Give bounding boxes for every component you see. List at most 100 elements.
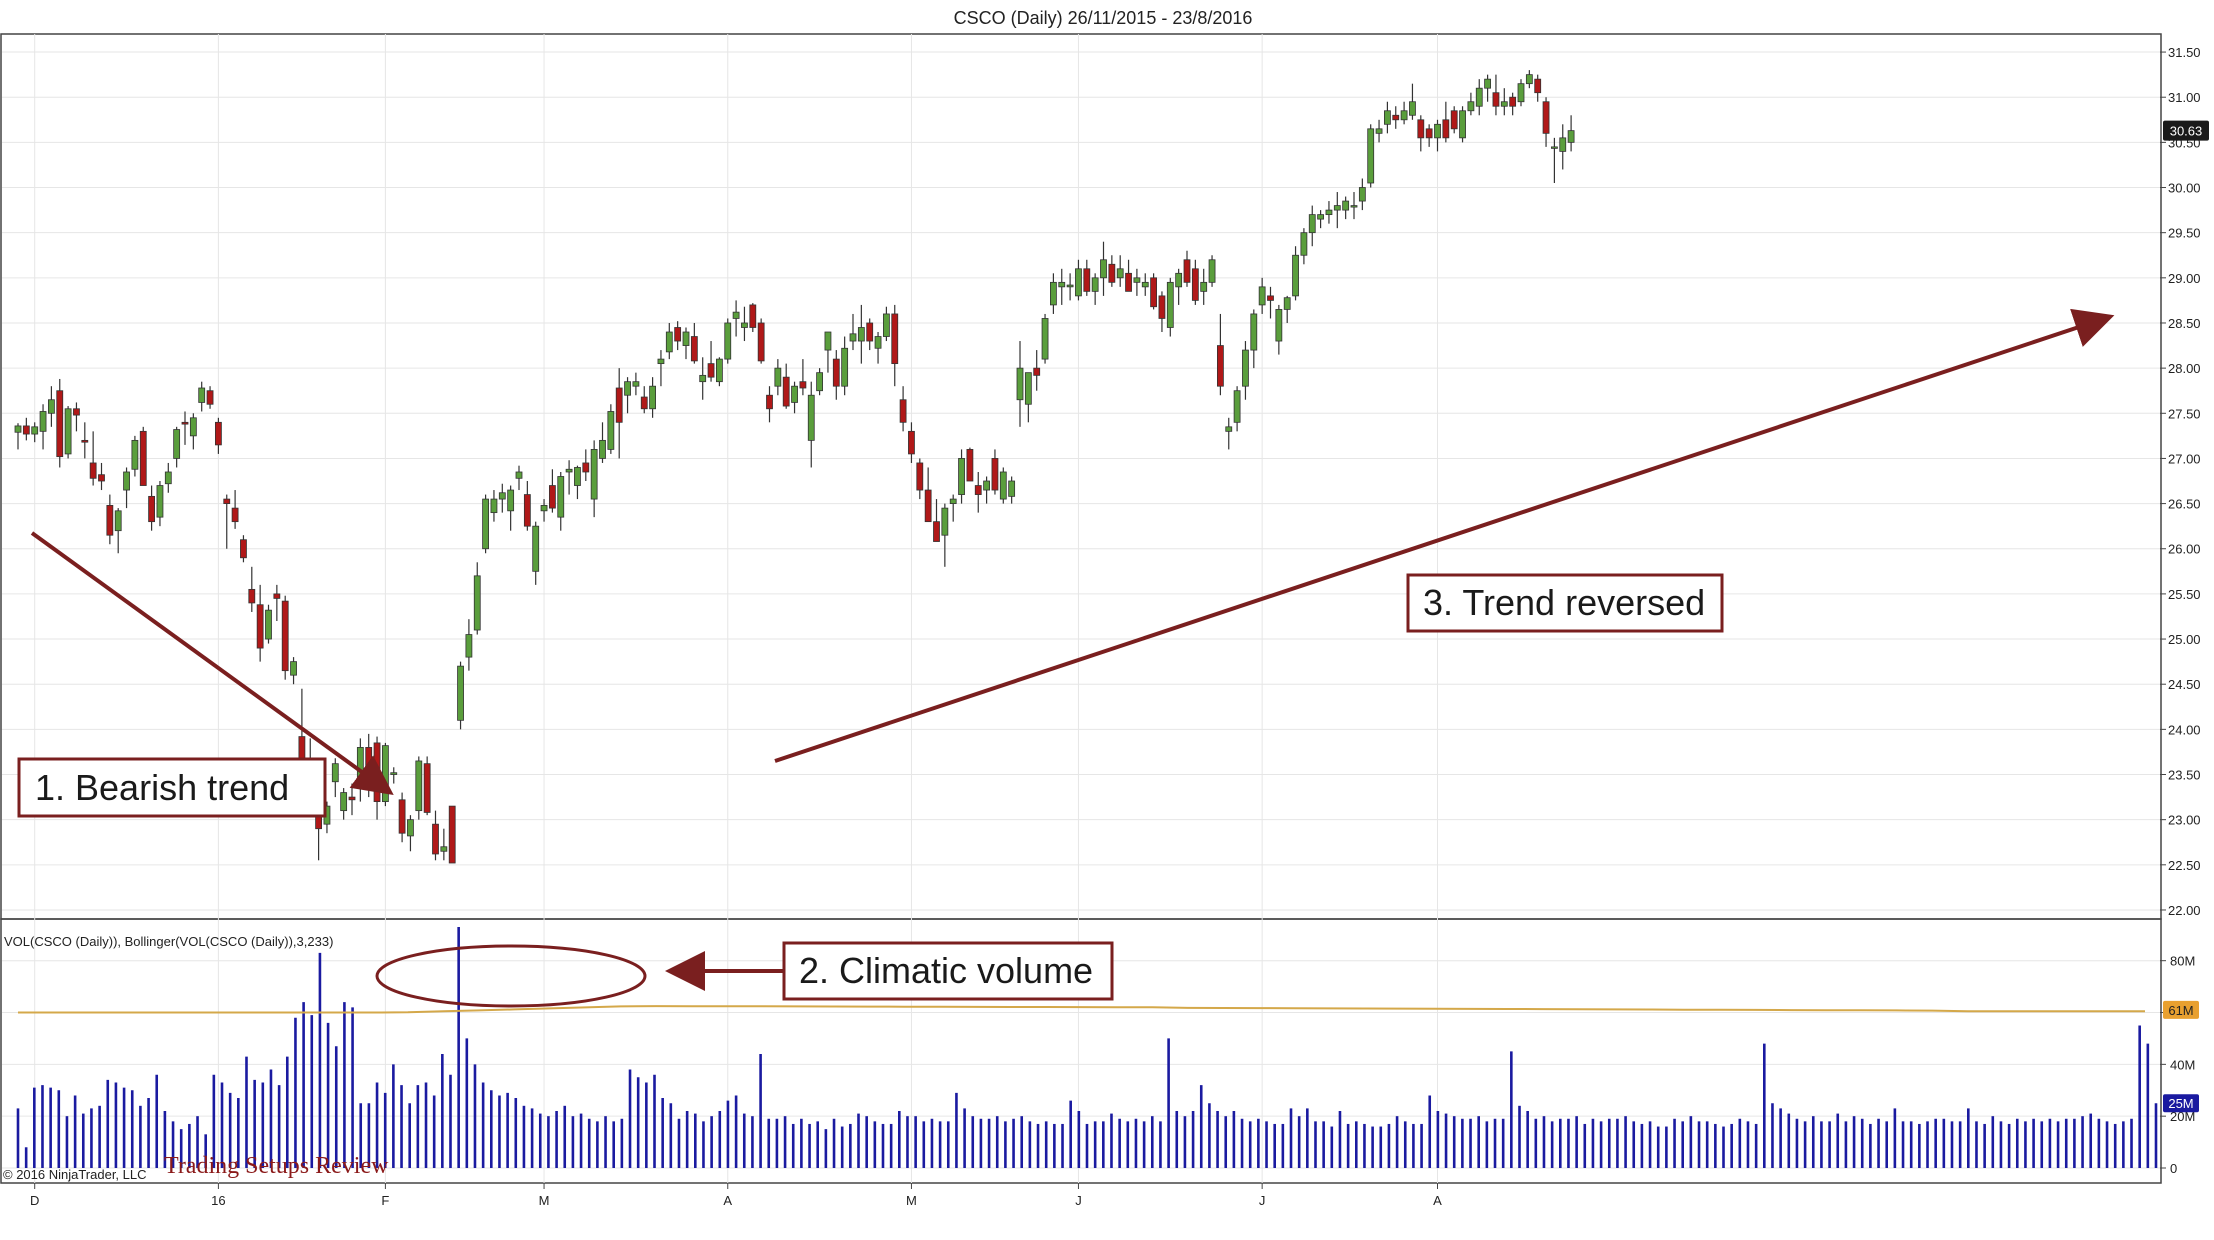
candle-body-up xyxy=(1041,318,1049,360)
bearish-trend-arrow xyxy=(30,531,394,796)
candle-body-up xyxy=(1333,205,1341,211)
candle-body-down xyxy=(615,387,623,423)
candle-body-up xyxy=(164,471,172,485)
candle-body-down xyxy=(1108,263,1116,283)
candle xyxy=(807,381,815,468)
candle xyxy=(632,372,640,396)
candle xyxy=(883,306,890,342)
time-tick-label: D xyxy=(30,1193,39,1208)
volume-tick-label: 0 xyxy=(2170,1161,2177,1176)
candle xyxy=(749,303,757,333)
candle-body-up xyxy=(1166,281,1174,328)
candle-body-down xyxy=(1492,92,1500,107)
candle xyxy=(1183,250,1191,287)
candles xyxy=(14,70,1575,864)
candle-body-up xyxy=(1075,268,1082,297)
candle xyxy=(1100,241,1107,296)
candle xyxy=(106,494,114,545)
candle-body-down xyxy=(966,449,974,482)
candle-body-down xyxy=(799,381,807,389)
candle xyxy=(791,381,798,414)
candle-body-down xyxy=(214,421,222,446)
candle xyxy=(206,386,214,409)
candle xyxy=(532,521,540,585)
candle xyxy=(1534,74,1542,102)
candle xyxy=(273,584,281,621)
candle-body-down xyxy=(448,805,456,864)
candle-body-up xyxy=(131,439,139,470)
candle xyxy=(824,331,832,373)
candle xyxy=(1333,192,1341,229)
candle xyxy=(1409,83,1416,120)
candle xyxy=(1066,273,1074,301)
candle xyxy=(857,304,865,364)
candle xyxy=(1417,115,1425,152)
candle-body-up xyxy=(1100,259,1107,279)
candle-body-down xyxy=(757,322,765,362)
candle-body-down xyxy=(899,399,907,423)
candle-body-down xyxy=(73,408,80,416)
candle-body-down xyxy=(106,504,114,536)
candle-body-down xyxy=(148,495,156,523)
candle-body-down xyxy=(281,600,289,672)
bearish-trend-box xyxy=(17,757,327,818)
candle-body-up xyxy=(607,411,615,450)
candle-body-up xyxy=(1091,277,1099,292)
candle xyxy=(1058,268,1066,305)
candle xyxy=(690,322,698,364)
candle xyxy=(164,462,172,493)
candle xyxy=(1166,277,1174,337)
candle xyxy=(958,449,965,504)
price-tick-label: 25.50 xyxy=(2168,587,2201,602)
candle xyxy=(974,471,982,513)
candle-body-up xyxy=(156,485,164,518)
candle-body-up xyxy=(540,504,548,512)
candle-body-up xyxy=(1325,209,1333,216)
grid xyxy=(2,34,2160,1183)
candle-body-down xyxy=(991,458,999,491)
candle-body-up xyxy=(473,575,481,631)
candle-body-down xyxy=(432,823,439,855)
candle xyxy=(716,357,723,387)
candle xyxy=(139,426,147,486)
candle xyxy=(1242,341,1249,400)
candle-body-down xyxy=(916,462,924,491)
candle xyxy=(732,300,740,337)
candle-body-up xyxy=(841,347,849,387)
candle xyxy=(924,467,932,523)
candle xyxy=(682,327,690,360)
candle-body-down xyxy=(223,498,231,504)
annotation-trend-reversed: 3. Trend reversed xyxy=(774,308,2115,763)
candle xyxy=(482,494,490,554)
candle-body-up xyxy=(1358,187,1366,202)
candle xyxy=(1400,101,1408,125)
candle-body-up xyxy=(340,792,348,812)
candle-body-down xyxy=(1125,272,1132,292)
candle-body-up xyxy=(123,471,130,491)
candle-body-down xyxy=(640,396,648,410)
candle-body-up xyxy=(941,507,949,536)
candle xyxy=(1350,192,1358,220)
candle xyxy=(1525,70,1533,89)
candle-body-up xyxy=(1342,200,1350,211)
candle-body-up xyxy=(1317,214,1324,220)
last-volume-label: 25M xyxy=(2168,1096,2193,1111)
candle xyxy=(1141,273,1149,296)
candle-body-down xyxy=(1150,277,1157,308)
candle xyxy=(1459,106,1466,143)
candle-body-up xyxy=(1500,101,1508,107)
candle-body-up xyxy=(774,367,782,387)
candle xyxy=(949,494,957,522)
candle-body-up xyxy=(732,311,740,319)
candle-body-down xyxy=(1417,119,1425,139)
price-tick-label: 25.00 xyxy=(2168,632,2201,647)
upper-band-label: 61M xyxy=(2168,1003,2193,1018)
candle xyxy=(381,742,389,807)
candle xyxy=(31,422,39,443)
candle-body-down xyxy=(256,604,264,649)
candle xyxy=(290,657,297,685)
candle xyxy=(1150,273,1157,310)
candle-body-down xyxy=(1158,295,1166,319)
candle xyxy=(1208,255,1216,287)
price-tick-label: 28.00 xyxy=(2168,361,2201,376)
